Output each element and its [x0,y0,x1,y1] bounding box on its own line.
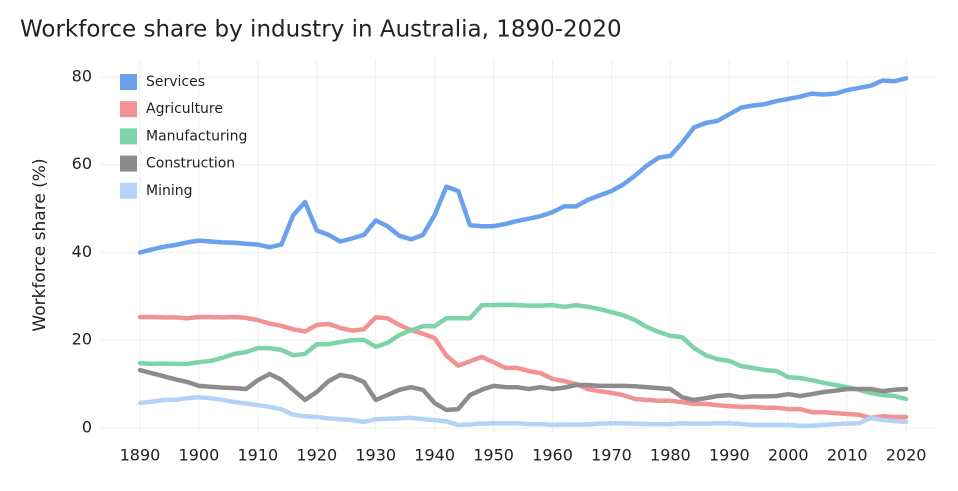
y-tick-label: 0 [82,418,92,437]
series-line [137,302,909,402]
legend-label: Agriculture [146,101,223,117]
legend-swatch [120,182,137,199]
chart-title: Workforce share by industry in Australia… [20,17,622,43]
x-tick-label: 1890 [120,446,161,465]
y-tick-label: 20 [72,330,92,349]
legend-label: Construction [146,156,235,172]
x-tick-label: 1970 [591,446,632,465]
series-line [137,314,909,421]
x-tick-label: 1960 [532,446,573,465]
x-tick-label: 1930 [355,446,396,465]
y-tick-label: 80 [72,66,92,85]
y-axis-label: Workforce share (%) [30,158,50,331]
x-tick-label: 2010 [827,446,868,465]
x-tick-label: 1910 [237,446,278,465]
series-line [137,367,909,413]
legend-swatch [120,101,137,118]
legend-label: Services [146,74,205,90]
legend-label: Manufacturing [146,128,247,144]
series-line [137,395,909,429]
x-tick-label: 1990 [709,446,750,465]
legend-swatch [120,74,137,90]
x-tick-label: 2000 [768,446,809,465]
x-tick-label: 1920 [296,446,337,465]
legend-swatch [120,155,137,172]
x-tick-label: 1900 [179,446,220,465]
legend-swatch [120,128,137,145]
y-tick-label: 40 [72,242,92,261]
x-tick-label: 2020 [886,446,927,465]
x-tick-label: 1950 [473,446,514,465]
x-tick-label: 1980 [650,446,691,465]
x-tick-label: 1940 [414,446,455,465]
legend-label: Mining [146,183,193,199]
y-tick-label: 60 [72,154,92,173]
series-line [137,76,909,255]
